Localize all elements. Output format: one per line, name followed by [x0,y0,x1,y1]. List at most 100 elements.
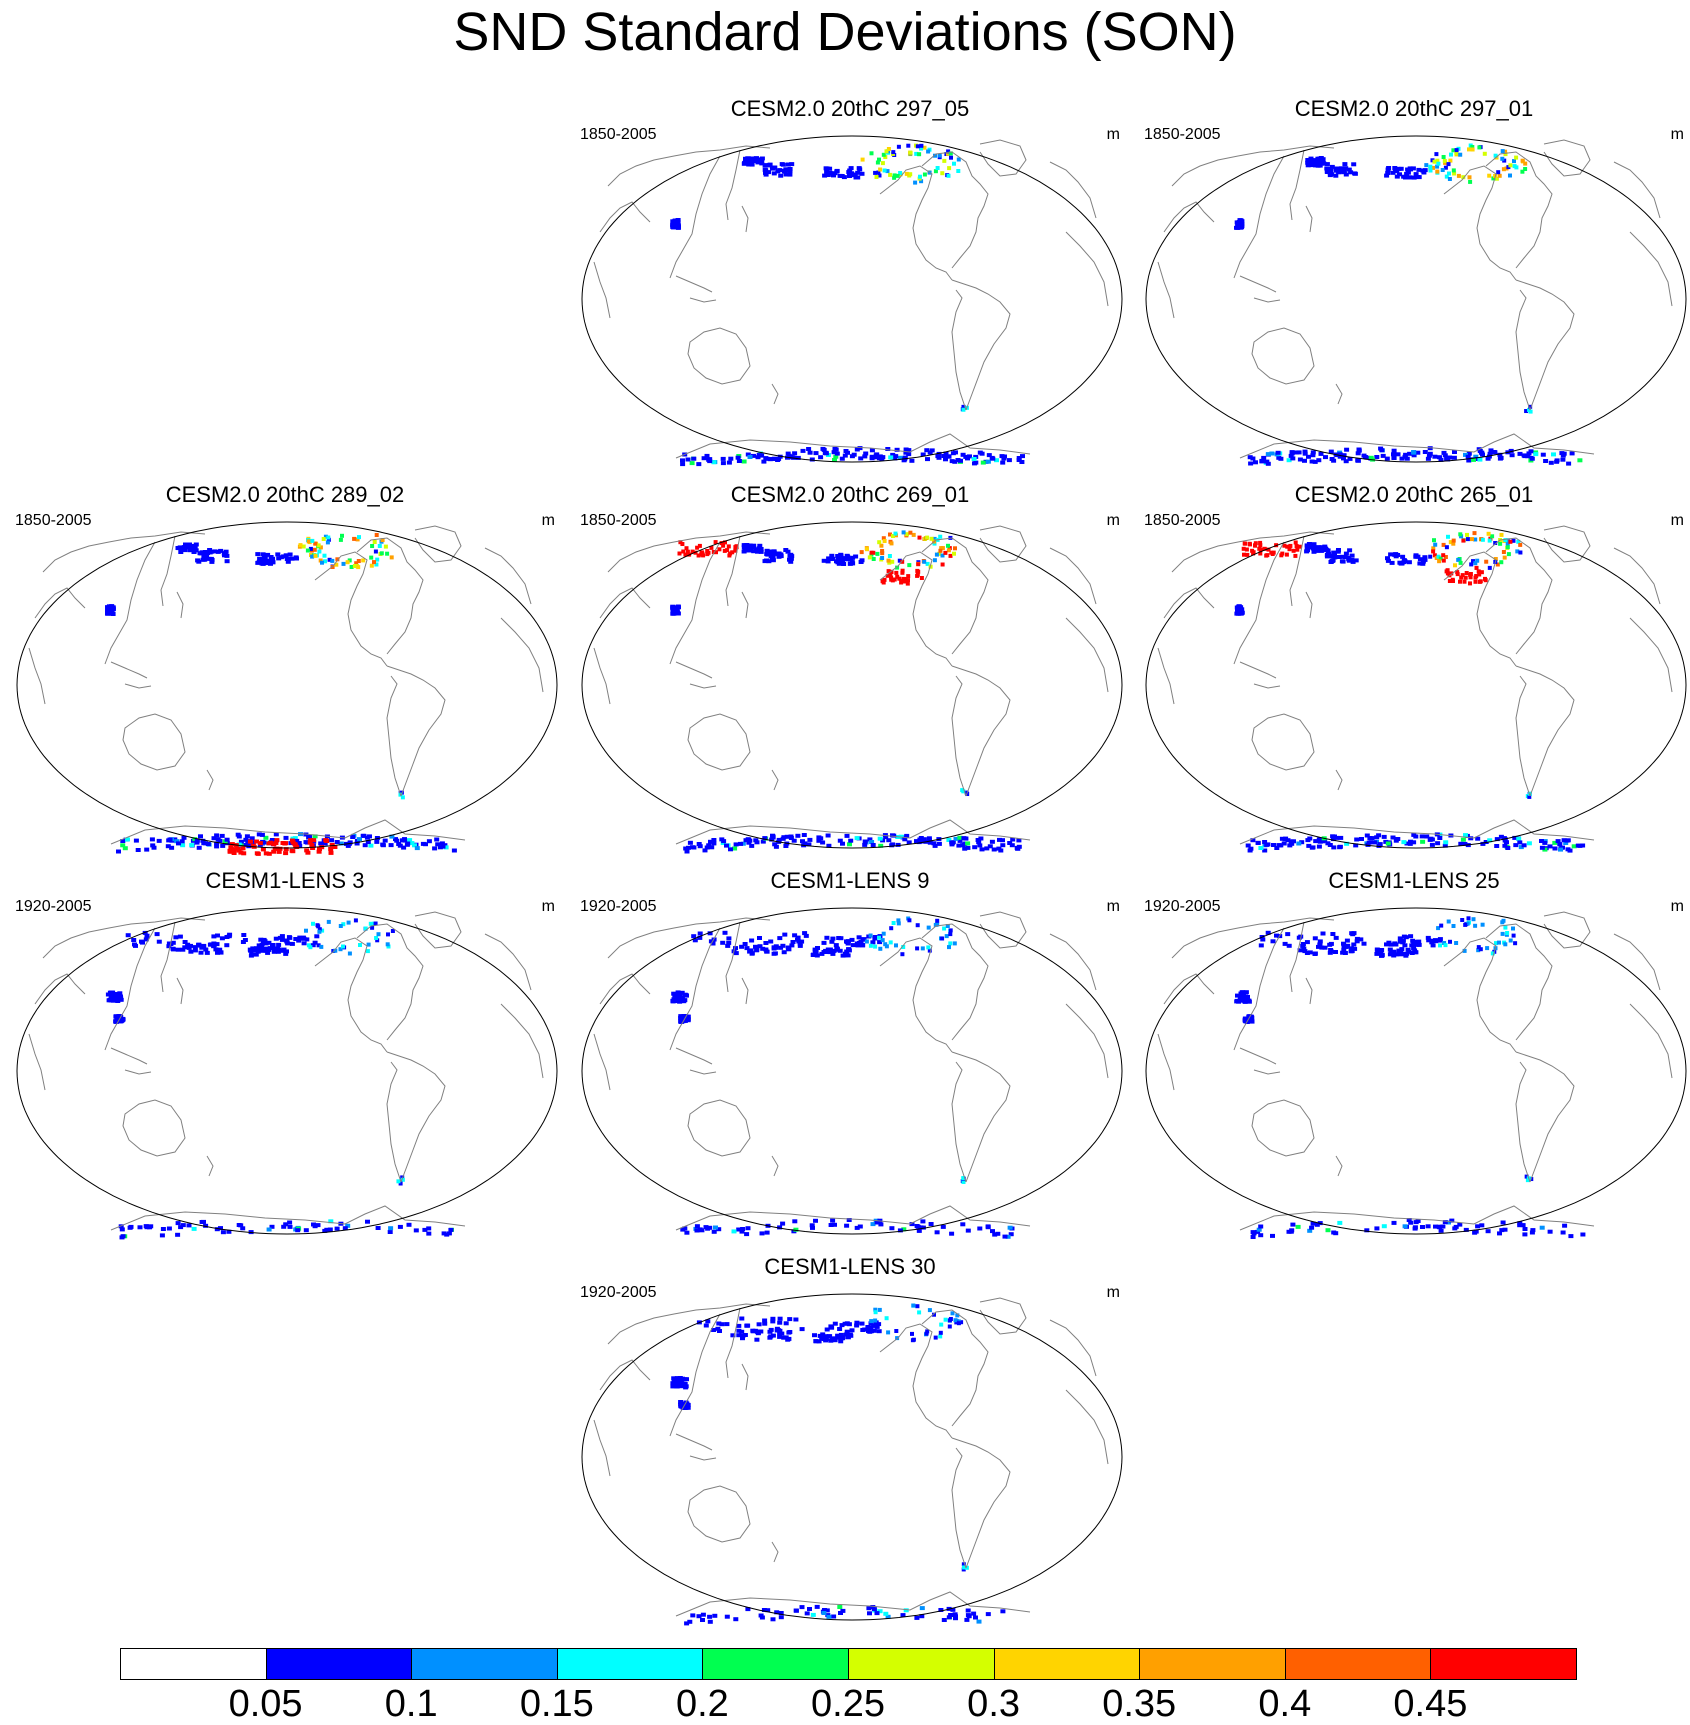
coastline [28,647,46,705]
snow-cell [313,541,318,546]
snow-cell [915,946,920,951]
coastline [206,769,214,791]
snow-cell [1406,1218,1412,1222]
snow-cell [1352,171,1358,176]
snow-cell [357,837,362,842]
coastline [414,911,462,949]
snow-cell [898,455,903,460]
snow-cell [839,1323,845,1328]
snow-cell [748,548,754,553]
snow-cell [1250,1235,1256,1239]
snow-cell [925,1329,930,1334]
snow-cell [375,938,380,943]
snow-cell [285,941,291,946]
snow-cell [994,458,999,463]
snow-cell [832,1321,838,1326]
snow-cell [965,456,970,461]
snow-cell [1413,553,1419,558]
snow-cell [1411,175,1417,180]
snow-cell [768,1334,774,1339]
snow-cell [1343,166,1349,171]
snow-cell [1348,949,1354,954]
snow-cell [1344,841,1350,846]
snow-cell [777,1331,783,1336]
snow-cell [178,546,184,551]
snow-cell [854,1320,860,1325]
snow-cell [426,1231,432,1236]
snow-cell [1432,553,1437,558]
coastline [599,1359,651,1391]
snow-cell [1444,545,1449,550]
snow-cell [943,550,948,555]
snow-cell [332,845,338,849]
snow-cell [949,459,955,464]
snow-cell [1540,452,1546,457]
coastline [979,139,1027,177]
snow-cell [1310,1221,1316,1226]
snow-cell [979,847,985,852]
world-map [16,521,558,856]
snow-cell [1000,838,1005,843]
snow-cell [986,453,992,458]
snow-cell [877,1609,883,1614]
snow-cell [1258,1233,1264,1238]
snow-cell [188,949,194,954]
snow-cell [875,551,880,556]
snow-cell [356,559,361,563]
snow-cell [787,167,793,171]
snow-cell [1322,544,1328,549]
coastline [1157,261,1175,319]
snow-cell [873,453,879,458]
snow-cell [1250,456,1256,461]
snow-cell [1514,155,1519,160]
snow-cell [1477,572,1482,577]
coastline [675,1047,717,1075]
snow-cell [1494,941,1498,946]
snow-cell [860,937,866,942]
snow-cell [716,1321,722,1326]
coastline [1543,525,1591,563]
coastline [1335,1155,1343,1177]
snow-cell [1264,459,1270,464]
snow-cell [834,947,840,952]
snow-cell [869,151,874,156]
snow-cell [810,1225,815,1230]
snow-cell [275,552,281,557]
snow-cell [1438,457,1444,462]
panel-title: CESM2.0 20thC 297_05 [730,96,970,121]
snow-cell [804,1611,810,1616]
snow-cell [750,1328,756,1333]
snow-cell [1471,559,1475,564]
snow-cell [946,149,951,154]
snow-cell [821,940,827,945]
snow-cell [997,837,1002,842]
snow-cell [786,946,791,951]
snow-cell [254,946,259,951]
colorbar: 0.05 0.1 0.15 0.2 0.25 0.3 0.35 0.4 0.45 [120,1648,1577,1724]
snow-cell [409,841,415,846]
snow-cell [864,939,869,944]
snow-cell [865,547,869,552]
snow-cell [749,938,755,943]
snow-cell [770,835,776,840]
snow-cell [192,545,198,550]
snow-cell [1259,459,1265,464]
snow-cell [874,1324,879,1329]
snow-cell [1468,179,1473,184]
snow-cell [879,457,885,461]
snow-cell [125,933,131,938]
snow-cell [1311,549,1317,554]
snow-cell [880,938,885,943]
snow-cell [907,918,912,923]
snow-cell [1551,452,1556,457]
snow-cell [949,840,955,845]
snow-cell [944,934,949,939]
map-panel: CESM2.0 20thC 289_02 1850-2005 m [5,482,565,862]
snow-cell [266,940,272,945]
snow-cell [1491,176,1496,181]
panel-units: m [1670,126,1684,143]
snow-cell [699,1228,705,1233]
snow-cell [298,543,303,548]
snow-cell [920,452,926,457]
snow-cell [1446,534,1450,539]
